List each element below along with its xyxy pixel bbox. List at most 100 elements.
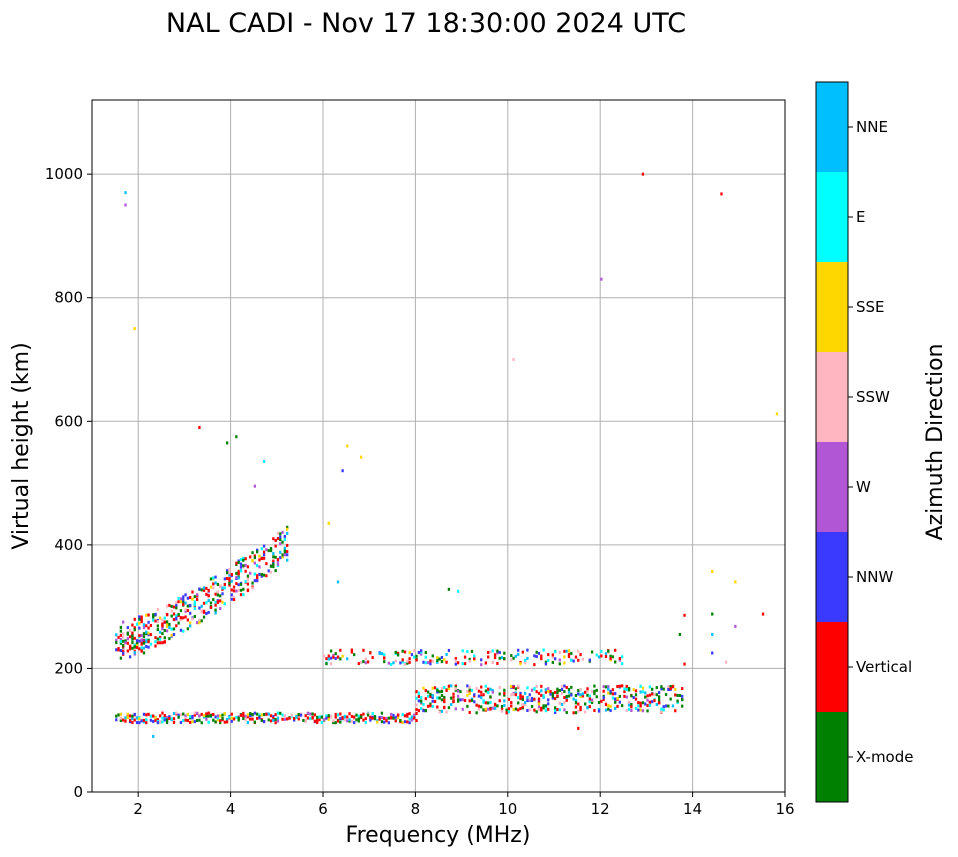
echo-point: [657, 698, 661, 702]
echo-point: [403, 714, 407, 718]
echo-point: [655, 686, 658, 690]
echo-point: [355, 713, 358, 717]
echo-point: [145, 644, 148, 648]
echo-point: [237, 560, 240, 564]
echo-point: [403, 650, 407, 654]
echo-point: [560, 688, 564, 692]
echo-point: [468, 699, 471, 703]
echo-point: [239, 562, 243, 566]
echo-point: [620, 655, 624, 659]
echo-point: [498, 650, 501, 654]
echo-point: [383, 653, 386, 657]
echo-point: [239, 569, 243, 573]
echo-point: [283, 548, 287, 552]
echo-point: [184, 609, 187, 613]
echo-point: [237, 576, 240, 580]
echo-point: [170, 609, 173, 613]
echo-point: [128, 647, 132, 651]
echo-point: [142, 623, 146, 627]
echo-point: [590, 698, 594, 702]
echo-point: [514, 693, 518, 697]
echo-point: [193, 711, 196, 715]
echo-point: [496, 704, 499, 708]
y-tick-label: 600: [54, 412, 83, 430]
echo-point: [644, 695, 647, 699]
echo-point: [415, 690, 418, 694]
axis-ticks: 2 4 6 8 10 12 14 16 0 200 400 600 800 1000: [45, 165, 795, 818]
echo-point: [551, 655, 554, 659]
echo-point: [163, 620, 166, 624]
echo-point: [600, 277, 603, 281]
colorbar-label: NNE: [856, 118, 888, 136]
echo-point: [131, 637, 134, 641]
echo-point: [212, 586, 215, 590]
echo-point: [267, 549, 270, 553]
echo-point: [156, 641, 159, 645]
echo-point: [399, 661, 402, 665]
echo-point: [232, 598, 236, 602]
echo-point: [177, 715, 180, 719]
echo-point: [581, 657, 585, 661]
echo-point: [323, 654, 326, 658]
echo-point: [431, 659, 434, 663]
echo-point: [225, 569, 229, 573]
echo-point: [140, 719, 143, 723]
echo-point: [544, 704, 548, 708]
echo-point: [135, 622, 139, 626]
echo-point: [637, 704, 640, 708]
echo-point: [447, 687, 451, 691]
echo-point: [279, 550, 282, 554]
y-tick-label: 0: [73, 783, 83, 801]
echo-point: [369, 715, 372, 719]
echo-point: [279, 532, 282, 536]
echo-point: [149, 642, 153, 646]
echo-point: [456, 589, 460, 593]
echo-point: [228, 577, 231, 581]
echo-point: [152, 734, 155, 738]
echo-point: [554, 690, 557, 694]
echo-point: [242, 556, 245, 560]
echo-point: [364, 717, 367, 721]
echo-point: [142, 718, 146, 722]
echo-point: [681, 704, 684, 708]
echo-point: [431, 695, 434, 699]
echo-point: [253, 561, 257, 565]
echo-point: [667, 688, 670, 692]
echo-point: [669, 697, 672, 701]
echo-point: [424, 709, 427, 713]
echo-point: [662, 705, 665, 709]
echo-point: [362, 660, 365, 664]
echo-point: [392, 713, 395, 717]
echo-point: [172, 617, 176, 621]
echo-point: [473, 700, 476, 704]
echo-point: [249, 717, 252, 721]
echo-point: [128, 714, 132, 718]
echo-point: [205, 717, 208, 721]
echo-point: [567, 649, 571, 653]
echo-point: [484, 701, 488, 705]
echo-point: [616, 704, 619, 708]
echo-point: [609, 689, 612, 693]
echo-point: [154, 612, 157, 616]
echo-point: [551, 694, 554, 698]
echo-point: [574, 699, 578, 703]
echo-point: [662, 708, 665, 712]
echo-point: [216, 582, 220, 586]
echo-point: [653, 692, 656, 696]
echo-point: [115, 641, 118, 645]
echo-point: [302, 718, 305, 722]
echo-point: [461, 698, 464, 702]
echo-point: [281, 530, 284, 534]
echo-point: [165, 718, 169, 722]
echo-point: [133, 626, 136, 630]
x-tick-label: 14: [683, 800, 702, 818]
echo-point: [346, 444, 349, 448]
echo-point: [519, 693, 522, 697]
echo-point: [674, 709, 677, 713]
echo-point: [671, 685, 675, 689]
echo-point: [152, 618, 155, 622]
echo-point: [260, 713, 263, 717]
echo-point: [170, 627, 173, 631]
echo-point: [145, 613, 148, 617]
echo-point: [244, 569, 247, 573]
